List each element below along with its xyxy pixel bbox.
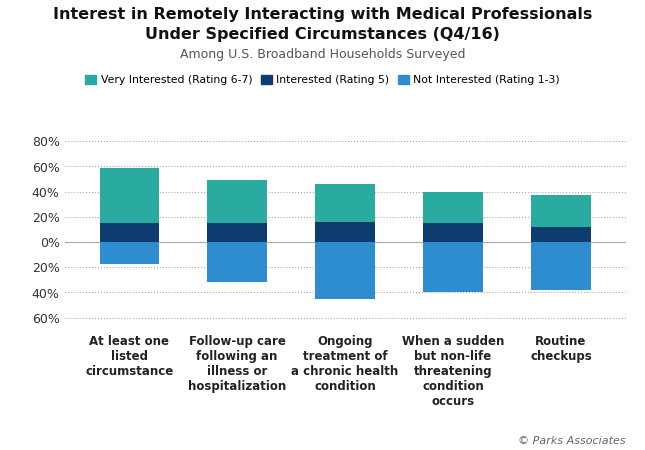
- Bar: [531, 227, 591, 242]
- Text: © Parks Associates: © Parks Associates: [518, 436, 626, 446]
- Bar: [208, 242, 267, 283]
- Legend: Very Interested (Rating 6-7), Interested (Rating 5), Not Interested (Rating 1-3): Very Interested (Rating 6-7), Interested…: [85, 75, 560, 85]
- Bar: [99, 223, 159, 242]
- Bar: [531, 242, 591, 290]
- Bar: [423, 223, 482, 242]
- Bar: [99, 168, 159, 223]
- Text: Among U.S. Broadband Households Surveyed: Among U.S. Broadband Households Surveyed: [180, 48, 465, 61]
- Bar: [531, 195, 591, 227]
- Bar: [315, 184, 375, 222]
- Bar: [423, 242, 482, 292]
- Bar: [99, 242, 159, 264]
- Bar: [315, 242, 375, 299]
- Text: Under Specified Circumstances (Q4/16): Under Specified Circumstances (Q4/16): [145, 27, 500, 42]
- Bar: [208, 180, 267, 223]
- Bar: [208, 223, 267, 242]
- Text: Interest in Remotely Interacting with Medical Professionals: Interest in Remotely Interacting with Me…: [53, 7, 592, 22]
- Bar: [423, 192, 482, 223]
- Bar: [315, 222, 375, 242]
